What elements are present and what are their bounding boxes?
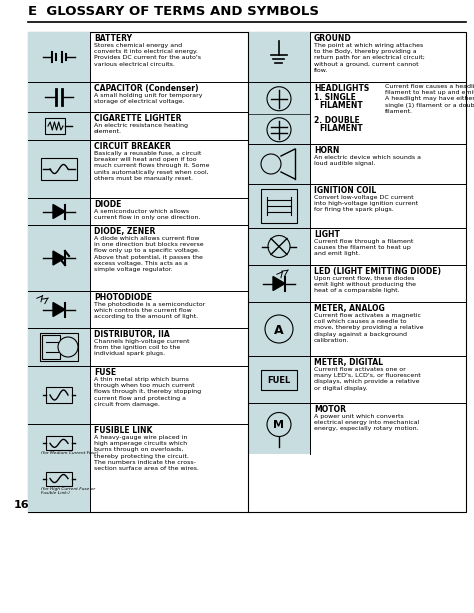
Bar xyxy=(248,32,310,82)
Text: Current flow through a filament
causes the filament to heat up
and emit light.: Current flow through a filament causes t… xyxy=(314,239,413,256)
Bar xyxy=(46,436,72,451)
Bar xyxy=(261,370,297,389)
Bar xyxy=(248,228,310,265)
Text: A small holding unit for temporary
storage of electrical voltage.: A small holding unit for temporary stora… xyxy=(94,93,202,104)
Text: HORN: HORN xyxy=(314,146,339,155)
Text: (for High Current Fuse or
Fusible Link:): (for High Current Fuse or Fusible Link:) xyxy=(41,487,95,495)
Text: DIODE, ZENER: DIODE, ZENER xyxy=(94,227,155,236)
Text: FUSE: FUSE xyxy=(94,368,116,377)
Text: Channels high-voltage current
from the ignition coil to the
individual spark plu: Channels high-voltage current from the i… xyxy=(94,339,190,356)
Text: Basically a reusable fuse, a circuit
breaker will heat and open if too
much curr: Basically a reusable fuse, a circuit bre… xyxy=(94,151,210,181)
Bar xyxy=(28,225,90,291)
Text: Stores chemical energy and
converts it into electrical energy.
Provides DC curre: Stores chemical energy and converts it i… xyxy=(94,43,201,67)
Bar xyxy=(45,118,65,134)
Circle shape xyxy=(58,337,78,357)
Bar xyxy=(28,140,90,198)
Text: PHOTODIODE: PHOTODIODE xyxy=(94,293,152,302)
Text: LIGHT: LIGHT xyxy=(314,230,340,239)
Bar xyxy=(28,198,90,225)
Text: M: M xyxy=(273,421,284,430)
Text: CAPACITOR (Condenser): CAPACITOR (Condenser) xyxy=(94,84,199,93)
Text: Current flow activates a magnetic
coil which causes a needle to
move, thereby pr: Current flow activates a magnetic coil w… xyxy=(314,313,423,343)
Circle shape xyxy=(267,413,291,436)
Polygon shape xyxy=(53,302,65,316)
Circle shape xyxy=(261,154,281,174)
Text: A diode which allows current flow
in one direction but blocks reverse
flow only : A diode which allows current flow in one… xyxy=(94,236,204,272)
Text: IGNITION COIL: IGNITION COIL xyxy=(314,186,376,195)
Text: LED (LIGHT EMITTING DIODE): LED (LIGHT EMITTING DIODE) xyxy=(314,267,441,276)
Text: 16: 16 xyxy=(14,500,29,510)
Text: DISTRIBUTOR, IIA: DISTRIBUTOR, IIA xyxy=(94,330,170,339)
Bar xyxy=(46,471,72,485)
Bar xyxy=(261,189,297,223)
Bar xyxy=(28,366,90,424)
Text: Current flow activates one or
many LED's, LCD's, or fluorescent
displays, which : Current flow activates one or many LED's… xyxy=(314,367,421,390)
Bar xyxy=(41,158,77,180)
Bar xyxy=(28,32,466,512)
Bar xyxy=(42,335,60,359)
Text: Current flow causes a headlight
filament to heat up and emit light.
A headlight : Current flow causes a headlight filament… xyxy=(385,84,474,114)
Text: E  GLOSSARY OF TERMS AND SYMBOLS: E GLOSSARY OF TERMS AND SYMBOLS xyxy=(28,5,319,18)
Bar xyxy=(248,144,310,184)
Text: CIGARETTE LIGHTER: CIGARETTE LIGHTER xyxy=(94,114,182,123)
Text: The point at which wiring attaches
to the Body, thereby providing a
return path : The point at which wiring attaches to th… xyxy=(314,43,425,73)
Bar xyxy=(28,32,90,82)
Bar xyxy=(248,82,310,144)
Text: METER, DIGITAL: METER, DIGITAL xyxy=(314,358,383,367)
Circle shape xyxy=(267,87,291,111)
Text: 2. DOUBLE: 2. DOUBLE xyxy=(314,116,360,125)
Text: FUEL: FUEL xyxy=(267,376,291,385)
Text: A semiconductor which allows
current flow in only one direction.: A semiconductor which allows current flo… xyxy=(94,209,201,220)
Bar xyxy=(28,424,90,512)
Bar xyxy=(248,265,310,302)
Text: FUSIBLE LINK: FUSIBLE LINK xyxy=(94,426,152,435)
Circle shape xyxy=(265,315,293,343)
Polygon shape xyxy=(273,276,285,291)
Text: METER, ANALOG: METER, ANALOG xyxy=(314,304,385,313)
Text: 1. SINGLE: 1. SINGLE xyxy=(314,93,356,102)
Text: GROUND: GROUND xyxy=(314,34,352,43)
Text: An electric resistance heating
element.: An electric resistance heating element. xyxy=(94,123,188,134)
Text: HEADLIGHTS: HEADLIGHTS xyxy=(314,84,369,93)
Bar xyxy=(248,356,310,403)
Text: DIODE: DIODE xyxy=(94,200,121,209)
Bar xyxy=(28,291,90,328)
Text: (for Medium Current Fuse): (for Medium Current Fuse) xyxy=(41,451,99,455)
Text: Convert low-voltage DC current
into high-voltage ignition current
for firing the: Convert low-voltage DC current into high… xyxy=(314,195,418,212)
Bar xyxy=(28,328,90,366)
Text: BATTERY: BATTERY xyxy=(94,34,132,43)
Polygon shape xyxy=(53,251,65,265)
Text: FILAMENT: FILAMENT xyxy=(319,124,363,133)
Bar xyxy=(248,302,310,356)
Text: Upon current flow, these diodes
emit light without producing the
heat of a compa: Upon current flow, these diodes emit lig… xyxy=(314,276,416,294)
Text: An electric device which sounds a
loud audible signal.: An electric device which sounds a loud a… xyxy=(314,155,421,166)
Text: FILAMENT: FILAMENT xyxy=(319,101,363,110)
Bar xyxy=(40,333,78,361)
Text: MOTOR: MOTOR xyxy=(314,405,346,414)
Circle shape xyxy=(268,235,290,257)
Text: A: A xyxy=(274,324,284,337)
Polygon shape xyxy=(53,205,65,218)
Text: CIRCUIT BREAKER: CIRCUIT BREAKER xyxy=(94,142,171,151)
Text: The photodiode is a semiconductor
which controls the current flow
according to t: The photodiode is a semiconductor which … xyxy=(94,302,205,319)
Bar xyxy=(28,82,90,112)
Bar xyxy=(28,112,90,140)
Bar xyxy=(46,387,72,403)
Text: A power unit which converts
electrical energy into mechanical
energy, especially: A power unit which converts electrical e… xyxy=(314,414,419,432)
Text: A heavy-gauge wire placed in
high amperage circuits which
burns through on overl: A heavy-gauge wire placed in high ampera… xyxy=(94,435,199,471)
Circle shape xyxy=(267,118,291,142)
Bar xyxy=(248,184,310,228)
Bar xyxy=(248,403,310,454)
Text: A thin metal strip which burns
through when too much current
flows through it, t: A thin metal strip which burns through w… xyxy=(94,377,201,407)
